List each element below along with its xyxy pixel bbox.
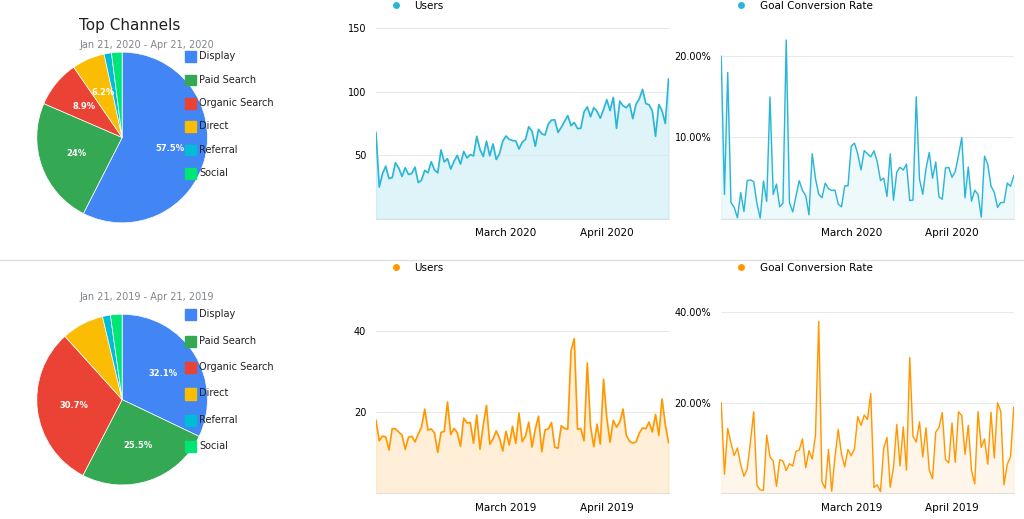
Wedge shape (74, 54, 122, 138)
Text: 57.5%: 57.5% (155, 144, 184, 153)
Legend: Users: Users (381, 258, 447, 277)
Text: Paid Search: Paid Search (200, 75, 256, 85)
Text: Top Channels: Top Channels (80, 18, 181, 33)
Text: Display: Display (200, 51, 236, 61)
Bar (185, 51, 197, 62)
Bar (185, 98, 197, 108)
Text: Jan 21, 2020 - Apr 21, 2020: Jan 21, 2020 - Apr 21, 2020 (80, 40, 214, 50)
Wedge shape (104, 53, 122, 138)
Wedge shape (111, 314, 122, 400)
Text: 32.1%: 32.1% (148, 369, 178, 378)
Text: Direct: Direct (200, 389, 228, 399)
Wedge shape (44, 67, 122, 138)
Wedge shape (37, 104, 122, 213)
Text: Referral: Referral (200, 415, 238, 425)
Bar (185, 145, 197, 155)
Wedge shape (83, 52, 208, 223)
Wedge shape (83, 400, 199, 485)
Text: Jan 21, 2019 - Apr 21, 2019: Jan 21, 2019 - Apr 21, 2019 (80, 292, 214, 302)
Bar (185, 309, 197, 320)
Text: 8.9%: 8.9% (73, 102, 96, 111)
Wedge shape (102, 315, 122, 400)
Text: Social: Social (200, 441, 228, 452)
Wedge shape (112, 52, 122, 138)
Wedge shape (65, 317, 122, 400)
Text: 24%: 24% (67, 149, 86, 158)
Text: Referral: Referral (200, 145, 238, 155)
Wedge shape (122, 314, 208, 436)
Text: Organic Search: Organic Search (200, 362, 274, 372)
Bar (185, 362, 197, 373)
Bar (185, 388, 197, 400)
Bar (185, 75, 197, 85)
Text: 30.7%: 30.7% (59, 401, 88, 411)
Bar (185, 441, 197, 453)
Bar (185, 336, 197, 347)
Legend: Goal Conversion Rate: Goal Conversion Rate (726, 258, 877, 277)
Bar (185, 415, 197, 426)
Text: 6.2%: 6.2% (91, 88, 115, 97)
Text: 25.5%: 25.5% (123, 441, 153, 450)
Bar (185, 121, 197, 132)
Bar (185, 168, 197, 179)
Text: Paid Search: Paid Search (200, 336, 256, 346)
Text: Organic Search: Organic Search (200, 98, 274, 108)
Text: Social: Social (200, 168, 228, 178)
Wedge shape (37, 336, 122, 475)
Text: Direct: Direct (200, 121, 228, 131)
Legend: Goal Conversion Rate: Goal Conversion Rate (726, 0, 877, 15)
Text: Display: Display (200, 309, 236, 319)
Legend: Users: Users (381, 0, 447, 15)
